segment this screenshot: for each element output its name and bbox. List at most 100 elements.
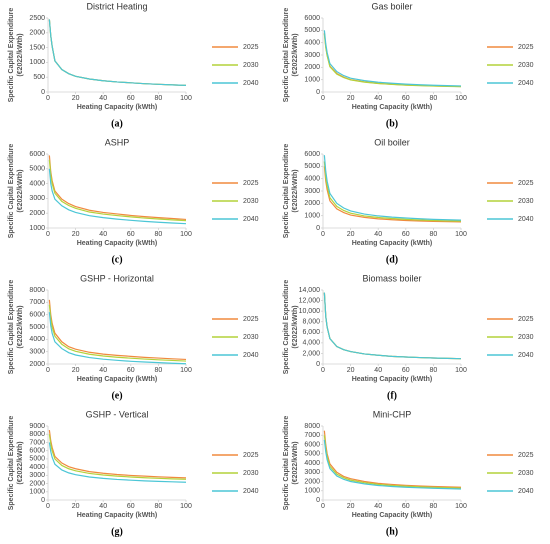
series-line xyxy=(323,166,462,223)
panel-label: (b) xyxy=(386,118,398,129)
legend-label: 2030 xyxy=(243,470,259,477)
y-axis-label: Specific Capital Expenditure xyxy=(8,144,15,239)
x-axis-label: Heating Capacity (kWth) xyxy=(77,104,158,111)
x-tick-label: 60 xyxy=(127,503,135,510)
y-tick-label: 1000 xyxy=(29,225,45,232)
series-line xyxy=(323,161,462,222)
y-tick-label: 5000 xyxy=(29,166,45,173)
legend-label: 2025 xyxy=(518,44,534,51)
y-tick-label: 2000 xyxy=(29,480,45,487)
series-line xyxy=(323,292,462,360)
y-tick-label: 6000 xyxy=(29,151,45,158)
y-axis-label: Specific Capital Expenditure xyxy=(8,416,15,511)
panel-label: (e) xyxy=(111,390,122,401)
y-tick-label: 4000 xyxy=(29,464,45,471)
y-axis-label: (€2022/kWth) xyxy=(292,33,299,76)
series-line xyxy=(323,439,462,490)
series-line xyxy=(48,19,187,86)
y-tick-label: 6000 xyxy=(304,15,320,22)
legend-label: 2030 xyxy=(518,470,534,477)
y-tick-label: 7000 xyxy=(29,299,45,306)
panel-label: (d) xyxy=(386,254,398,265)
y-tick-label: 2000 xyxy=(29,30,45,37)
x-tick-label: 20 xyxy=(72,95,80,102)
legend-label: 2025 xyxy=(518,452,534,459)
x-tick-label: 100 xyxy=(180,503,192,510)
series-line xyxy=(48,159,187,222)
y-axis-label: Specific Capital Expenditure xyxy=(8,8,15,103)
y-tick-label: 5000 xyxy=(29,456,45,463)
x-tick-label: 40 xyxy=(99,95,107,102)
y-tick-label: 500 xyxy=(33,74,45,81)
y-tick-label: 2000 xyxy=(304,64,320,71)
chart-panel: Biomass boiler 0 2,000 4,000 6,000 8,000 10,00… xyxy=(283,273,534,401)
y-axis-label: (€2022/kWth) xyxy=(17,169,24,212)
series-line xyxy=(48,299,187,361)
x-tick-label: 40 xyxy=(99,231,107,238)
series-line xyxy=(323,435,462,489)
y-tick-label: 5000 xyxy=(304,27,320,34)
x-axis-label: Heating Capacity (kWth) xyxy=(77,240,158,247)
x-tick-label: 0 xyxy=(46,231,50,238)
x-tick-label: 20 xyxy=(72,503,80,510)
y-axis-label: (€2022/kWth) xyxy=(17,33,24,76)
y-tick-label: 3000 xyxy=(304,188,320,195)
y-tick-label: 5000 xyxy=(29,324,45,331)
x-axis-label: Heating Capacity (kWth) xyxy=(352,240,433,247)
y-tick-label: 1000 xyxy=(304,488,320,495)
y-tick-label: 3000 xyxy=(29,195,45,202)
y-axis-label: (€2022/kWth) xyxy=(17,305,24,348)
y-tick-label: 0 xyxy=(316,497,320,504)
y-tick-label: 2000 xyxy=(29,210,45,217)
series-line xyxy=(48,304,187,362)
y-tick-label: 8000 xyxy=(29,431,45,438)
series-line xyxy=(48,430,187,479)
x-tick-label: 20 xyxy=(347,231,355,238)
y-axis-label: Specific Capital Expenditure xyxy=(283,416,290,511)
x-tick-label: 80 xyxy=(155,231,163,238)
y-axis-label: (€2022/kWth) xyxy=(292,305,299,348)
y-tick-label: 0 xyxy=(41,89,45,96)
y-tick-label: 1000 xyxy=(304,77,320,84)
panel-label: (f) xyxy=(387,390,397,401)
legend-label: 2030 xyxy=(518,62,534,69)
x-tick-label: 60 xyxy=(402,367,410,374)
legend-label: 2040 xyxy=(518,80,534,87)
x-tick-label: 0 xyxy=(321,231,325,238)
x-tick-label: 80 xyxy=(430,367,438,374)
y-tick-label: 2000 xyxy=(304,200,320,207)
series-line xyxy=(48,312,187,365)
y-tick-label: 3000 xyxy=(304,469,320,476)
y-tick-label: 0 xyxy=(316,361,320,368)
y-tick-label: 7000 xyxy=(29,439,45,446)
y-tick-label: 6000 xyxy=(304,151,320,158)
y-tick-label: 3000 xyxy=(304,52,320,59)
chart-title: ASHP xyxy=(105,137,130,147)
x-tick-label: 40 xyxy=(374,367,382,374)
y-tick-label: 4000 xyxy=(29,336,45,343)
series-line xyxy=(48,155,187,221)
series-line xyxy=(323,33,462,88)
legend-label: 2040 xyxy=(243,80,259,87)
x-tick-label: 60 xyxy=(402,503,410,510)
y-tick-label: 7000 xyxy=(304,432,320,439)
x-tick-label: 20 xyxy=(347,367,355,374)
series-line xyxy=(48,434,187,480)
y-tick-label: 8000 xyxy=(304,423,320,430)
x-tick-label: 60 xyxy=(127,231,135,238)
x-tick-label: 100 xyxy=(180,367,192,374)
x-tick-label: 40 xyxy=(374,95,382,102)
x-tick-label: 80 xyxy=(430,503,438,510)
y-tick-label: 0 xyxy=(316,89,320,96)
y-tick-label: 5000 xyxy=(304,451,320,458)
legend-label: 2040 xyxy=(518,488,534,495)
legend-label: 2025 xyxy=(243,452,259,459)
y-tick-label: 2,000 xyxy=(302,350,320,357)
y-tick-label: 1000 xyxy=(29,489,45,496)
x-tick-label: 100 xyxy=(455,367,467,374)
x-tick-label: 20 xyxy=(72,367,80,374)
